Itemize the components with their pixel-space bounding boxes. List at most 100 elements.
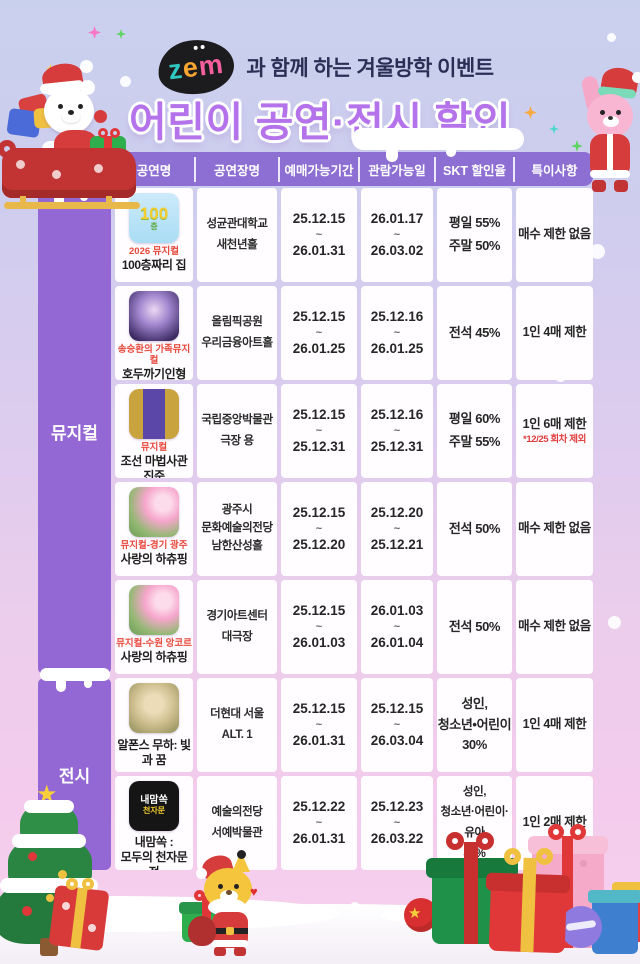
snow-dot [590, 244, 605, 259]
performance-cell: 100 층 2026 뮤지컬 100층짜리 집 [115, 188, 193, 282]
heart-icon: ♥ [250, 884, 258, 899]
booking-end: 26.01.31 [292, 831, 346, 847]
snow-cap-icon [56, 676, 66, 692]
viewing-start: 26.01.03 [370, 603, 424, 619]
discount-table: 뮤지컬 전시 100 층 2026 뮤지컬 100층짜리 집 성균관대학교 새천… [38, 188, 595, 870]
snow-dot [120, 76, 131, 87]
viewing-start: 25.12.23 [370, 799, 424, 815]
viewing-end: 25.12.21 [370, 537, 424, 553]
viewing-end: 26.01.25 [370, 341, 424, 357]
poster-overlay-text: 천자문 [142, 806, 166, 816]
booking-start: 25.12.15 [292, 309, 346, 325]
event-subtitle: 과 함께 하는 겨울방학 이벤트 [246, 57, 494, 80]
tilde: ~ [315, 424, 323, 437]
venue-cell: 경기아트센터 대극장 [197, 580, 277, 674]
viewing-date-cell: 25.12.15 ~ 26.03.04 [361, 678, 433, 772]
performance-title: 사랑의 하츄핑 [120, 551, 188, 566]
gift-boxes-icon [420, 824, 640, 956]
tilde: ~ [315, 620, 323, 633]
column-header-notes: 특이사항 [513, 156, 593, 182]
booking-period-cell: 25.12.15 ~ 26.01.31 [281, 678, 357, 772]
booking-period-cell: 25.12.15 ~ 25.12.20 [281, 482, 357, 576]
booking-period-cell: 25.12.22 ~ 26.01.31 [281, 776, 357, 870]
booking-end: 26.01.31 [292, 733, 346, 749]
tilde: ~ [393, 816, 401, 829]
tilde: ~ [315, 326, 323, 339]
venue-cell: 더현대 서울 ALT. 1 [197, 678, 277, 772]
sparkle-star-icon [549, 124, 559, 134]
note-main: 매수 제한 없음 [518, 227, 591, 242]
booking-start: 25.12.15 [292, 505, 346, 521]
booking-period-cell: 25.12.15 ~ 26.01.03 [281, 580, 357, 674]
tilde: ~ [393, 620, 401, 633]
poster-overlay-text: 내맘쏙 [140, 795, 168, 807]
performance-title: 내맘쏙 : 모두의 천자문 전 [120, 835, 188, 870]
notes-cell: 1인 6매 제한 *12/25 회차 제외 [516, 384, 593, 478]
viewing-date-cell: 26.01.03 ~ 26.01.04 [361, 580, 433, 674]
viewing-start: 25.12.16 [370, 407, 424, 423]
booking-end: 25.12.31 [292, 439, 346, 455]
poster-overlay-text: 층 [150, 221, 158, 231]
santa-bear-sleigh-icon [0, 52, 144, 220]
note-sub: *12/25 회차 제외 [523, 434, 586, 446]
viewing-start: 26.01.17 [370, 211, 424, 227]
event-header: z e m 과 함께 하는 겨울방학 이벤트 [6, 35, 640, 99]
snow-cap-icon [40, 668, 110, 681]
performance-title: 호두까기인형 [122, 366, 186, 380]
snow-cap-icon [84, 676, 92, 688]
tilde: ~ [393, 718, 401, 731]
performance-cell: 송승환의 가족뮤지컬 호두까기인형 [115, 286, 193, 380]
booking-end: 26.01.31 [292, 243, 346, 259]
sparkle-star-icon [88, 26, 101, 39]
booking-start: 25.12.15 [292, 407, 346, 423]
performance-cell: 뮤지컬-경기 광주 사랑의 하츄핑 [115, 482, 193, 576]
performance-subtitle: 뮤지컬-수원 앙코르 [116, 638, 192, 649]
performance-cell: 뮤지컬-수원 앙코르 사랑의 하츄핑 [115, 580, 193, 674]
discount-cell: 평일 55% 주말 50% [437, 188, 512, 282]
viewing-start: 25.12.15 [370, 701, 424, 717]
performance-cell: 내맘쏙 천자문 내맘쏙 : 모두의 천자문 전 [115, 776, 193, 870]
viewing-end: 26.01.04 [370, 635, 424, 651]
viewing-date-cell: 25.12.20 ~ 25.12.21 [361, 482, 433, 576]
poster-heartsping-gwangju [129, 487, 179, 537]
viewing-end: 26.03.04 [370, 733, 424, 749]
booking-end: 26.01.25 [292, 341, 346, 357]
performance-subtitle: 송승환의 가족뮤지컬 [117, 344, 191, 366]
note-main: 1인 4매 제한 [522, 325, 587, 340]
poster-thousand-characters: 내맘쏙 천자문 [129, 781, 179, 831]
pink-bunny-santa-icon [578, 65, 640, 202]
tilde: ~ [315, 816, 323, 829]
booking-end: 25.12.20 [292, 537, 346, 553]
tilde: ~ [315, 718, 323, 731]
discount-cell: 전석 50% [437, 482, 512, 576]
notes-cell: 1인 4매 제한 [516, 286, 593, 380]
venue-cell: 국립중앙박물관 극장 용 [197, 384, 277, 478]
booking-start: 25.12.22 [292, 799, 346, 815]
column-header-booking-period: 예매가능기간 [278, 156, 357, 182]
booking-period-cell: 25.12.15 ~ 26.01.25 [281, 286, 357, 380]
notes-cell: 매수 제한 없음 [516, 580, 593, 674]
viewing-start: 25.12.16 [370, 309, 424, 325]
booking-end: 26.01.03 [292, 635, 346, 651]
zem-logo-eyes-icon [193, 44, 206, 51]
venue-cell: 예술의전당 서예박물관 [197, 776, 277, 870]
viewing-end: 26.03.22 [370, 831, 424, 847]
tilde: ~ [315, 522, 323, 535]
snow-cap-icon [386, 142, 398, 162]
performance-title: 100층짜리 집 [121, 257, 187, 272]
gift-boxes-icon [48, 878, 110, 952]
poster-overlay-text: 100 [139, 203, 169, 223]
notes-cell: 1인 4매 제한 [516, 678, 593, 772]
discount-cell: 평일 60% 주말 55% [437, 384, 512, 478]
note-main: 1인 6매 제한 [522, 416, 587, 431]
note-main: 매수 제한 없음 [518, 521, 591, 536]
tilde: ~ [393, 424, 401, 437]
performance-title: 사랑의 하츄핑 [120, 649, 188, 664]
column-header-venue: 공연장명 [194, 156, 277, 182]
note-main: 1인 2매 제한 [522, 815, 587, 830]
column-header-skt-discount: SKT 할인율 [434, 156, 512, 182]
viewing-end: 26.03.02 [370, 243, 424, 259]
viewing-date-cell: 26.01.17 ~ 26.03.02 [361, 188, 433, 282]
column-header-viewing-date: 관람가능일 [358, 156, 433, 182]
tilde: ~ [393, 522, 401, 535]
